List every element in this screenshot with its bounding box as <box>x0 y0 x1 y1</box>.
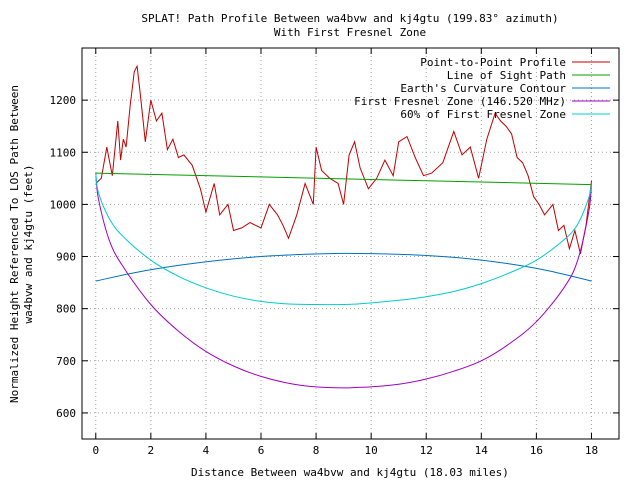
y-tick-label: 600 <box>56 407 76 420</box>
y-axis-label-line1: Normalized Height Referenced To LOS Path… <box>8 85 21 403</box>
legend-label: First Fresnel Zone (146.520 MHz) <box>354 95 566 108</box>
legend-label: 60% of First Fresnel Zone <box>400 108 566 121</box>
x-tick-label: 6 <box>258 444 265 457</box>
series-point-to-point-profile <box>95 64 592 255</box>
y-axis-label-line2: wa4bvw and kj4gtu (feet) <box>22 165 35 324</box>
x-tick-label: 10 <box>365 444 378 457</box>
x-tick-label: 2 <box>148 444 155 457</box>
y-tick-label: 1000 <box>50 198 77 211</box>
y-tick-label: 1200 <box>50 94 77 107</box>
series-group <box>95 64 592 389</box>
series-60-of-first-fresnel-zone <box>95 173 592 306</box>
legend-label: Point-to-Point Profile <box>420 56 566 69</box>
tick-labels: 0 2 4 6 8 10 12 14 16 18 600 700 800 900 1000 1100 1200 <box>50 48 619 457</box>
plot-frame <box>81 47 620 440</box>
x-tick-label: 12 <box>420 444 433 457</box>
x-tick-label: 4 <box>203 444 210 457</box>
series-line-of-sight-path <box>95 172 592 186</box>
legend-label: Line of Sight Path <box>447 69 566 82</box>
y-tick-label: 800 <box>56 303 76 316</box>
x-tick-label: 8 <box>313 444 320 457</box>
x-tick-label: 16 <box>530 444 543 457</box>
x-axis-label: Distance Between wa4bvw and kj4gtu (18.0… <box>191 466 509 479</box>
x-tick-label: 0 <box>92 444 99 457</box>
legend-label: Earth's Curvature Contour <box>400 82 566 95</box>
x-tick-label: 18 <box>585 444 598 457</box>
y-tick-label: 700 <box>56 355 76 368</box>
chart-subtitle: With First Fresnel Zone <box>274 26 426 39</box>
chart-title: SPLAT! Path Profile Between wa4bvw and k… <box>141 12 558 25</box>
y-tick-label: 900 <box>56 251 76 264</box>
series-first-fresnel-zone-146-520-mhz <box>95 173 592 389</box>
y-tick-label: 1100 <box>50 146 77 159</box>
x-tick-label: 14 <box>475 444 489 457</box>
series-earth-s-curvature-contour <box>95 252 592 282</box>
